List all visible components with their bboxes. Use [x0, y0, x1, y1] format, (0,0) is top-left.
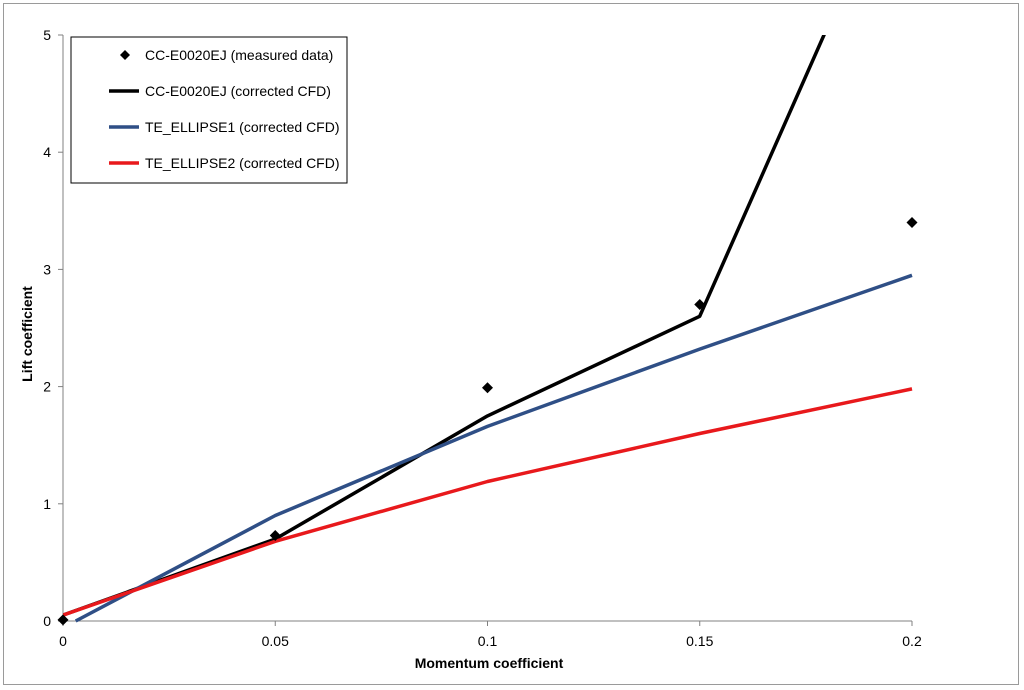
data-point-measured — [906, 217, 918, 229]
legend-label-cc-e0020ej-corrected-cfd: CC-E0020EJ (corrected CFD) — [145, 83, 331, 99]
series-layer — [63, 35, 913, 623]
series-line-te-ellipse1-corrected-cfd — [74, 273, 913, 623]
data-point-measured — [482, 382, 493, 394]
y-tick-label: 3 — [43, 261, 51, 277]
legend: CC-E0020EJ (measured data) CC-E0020EJ (co… — [70, 36, 348, 184]
y-tick-label: 4 — [43, 144, 51, 160]
axes: 0 1 2 3 4 5 0 0.05 0.1 0.15 0.2 — [43, 27, 922, 649]
y-axis-title: Lift coefficient — [19, 286, 35, 382]
series-line-te-ellipse2-corrected-cfd — [63, 387, 913, 617]
y-tick-label: 1 — [43, 496, 51, 512]
x-tick-label: 0.1 — [478, 633, 498, 649]
data-point-measured — [57, 614, 69, 626]
data-point-measured — [269, 529, 281, 541]
x-tick-label: 0.15 — [686, 633, 713, 649]
legend-box — [70, 36, 348, 184]
x-tick-label: 0.05 — [262, 633, 289, 649]
legend-label-te-ellipse1-corrected-cfd: TE_ELLIPSE1 (corrected CFD) — [145, 119, 340, 135]
legend-label-te-ellipse2-corrected-cfd: TE_ELLIPSE2 (corrected CFD) — [145, 155, 340, 171]
chart-frame: 0 1 2 3 4 5 0 0.05 0.1 0.15 0.2 Momentum coefficie… — [3, 3, 1019, 685]
x-tick-label: 0.2 — [902, 633, 922, 649]
legend-marker-cc-e0020ej-measured-data — [120, 50, 130, 60]
x-axis-title: Momentum coefficient — [415, 655, 564, 671]
legend-label-cc-e0020ej-measured-data: CC-E0020EJ (measured data) — [145, 47, 333, 63]
y-tick-label: 0 — [43, 613, 51, 629]
x-tick-label: 0 — [59, 633, 67, 649]
data-point-measured — [694, 299, 706, 311]
markers-layer — [57, 217, 918, 626]
y-tick-label: 5 — [43, 27, 51, 43]
chart: 0 1 2 3 4 5 0 0.05 0.1 0.15 0.2 Momentum coefficie… — [19, 27, 922, 671]
y-tick-label: 2 — [43, 379, 51, 395]
